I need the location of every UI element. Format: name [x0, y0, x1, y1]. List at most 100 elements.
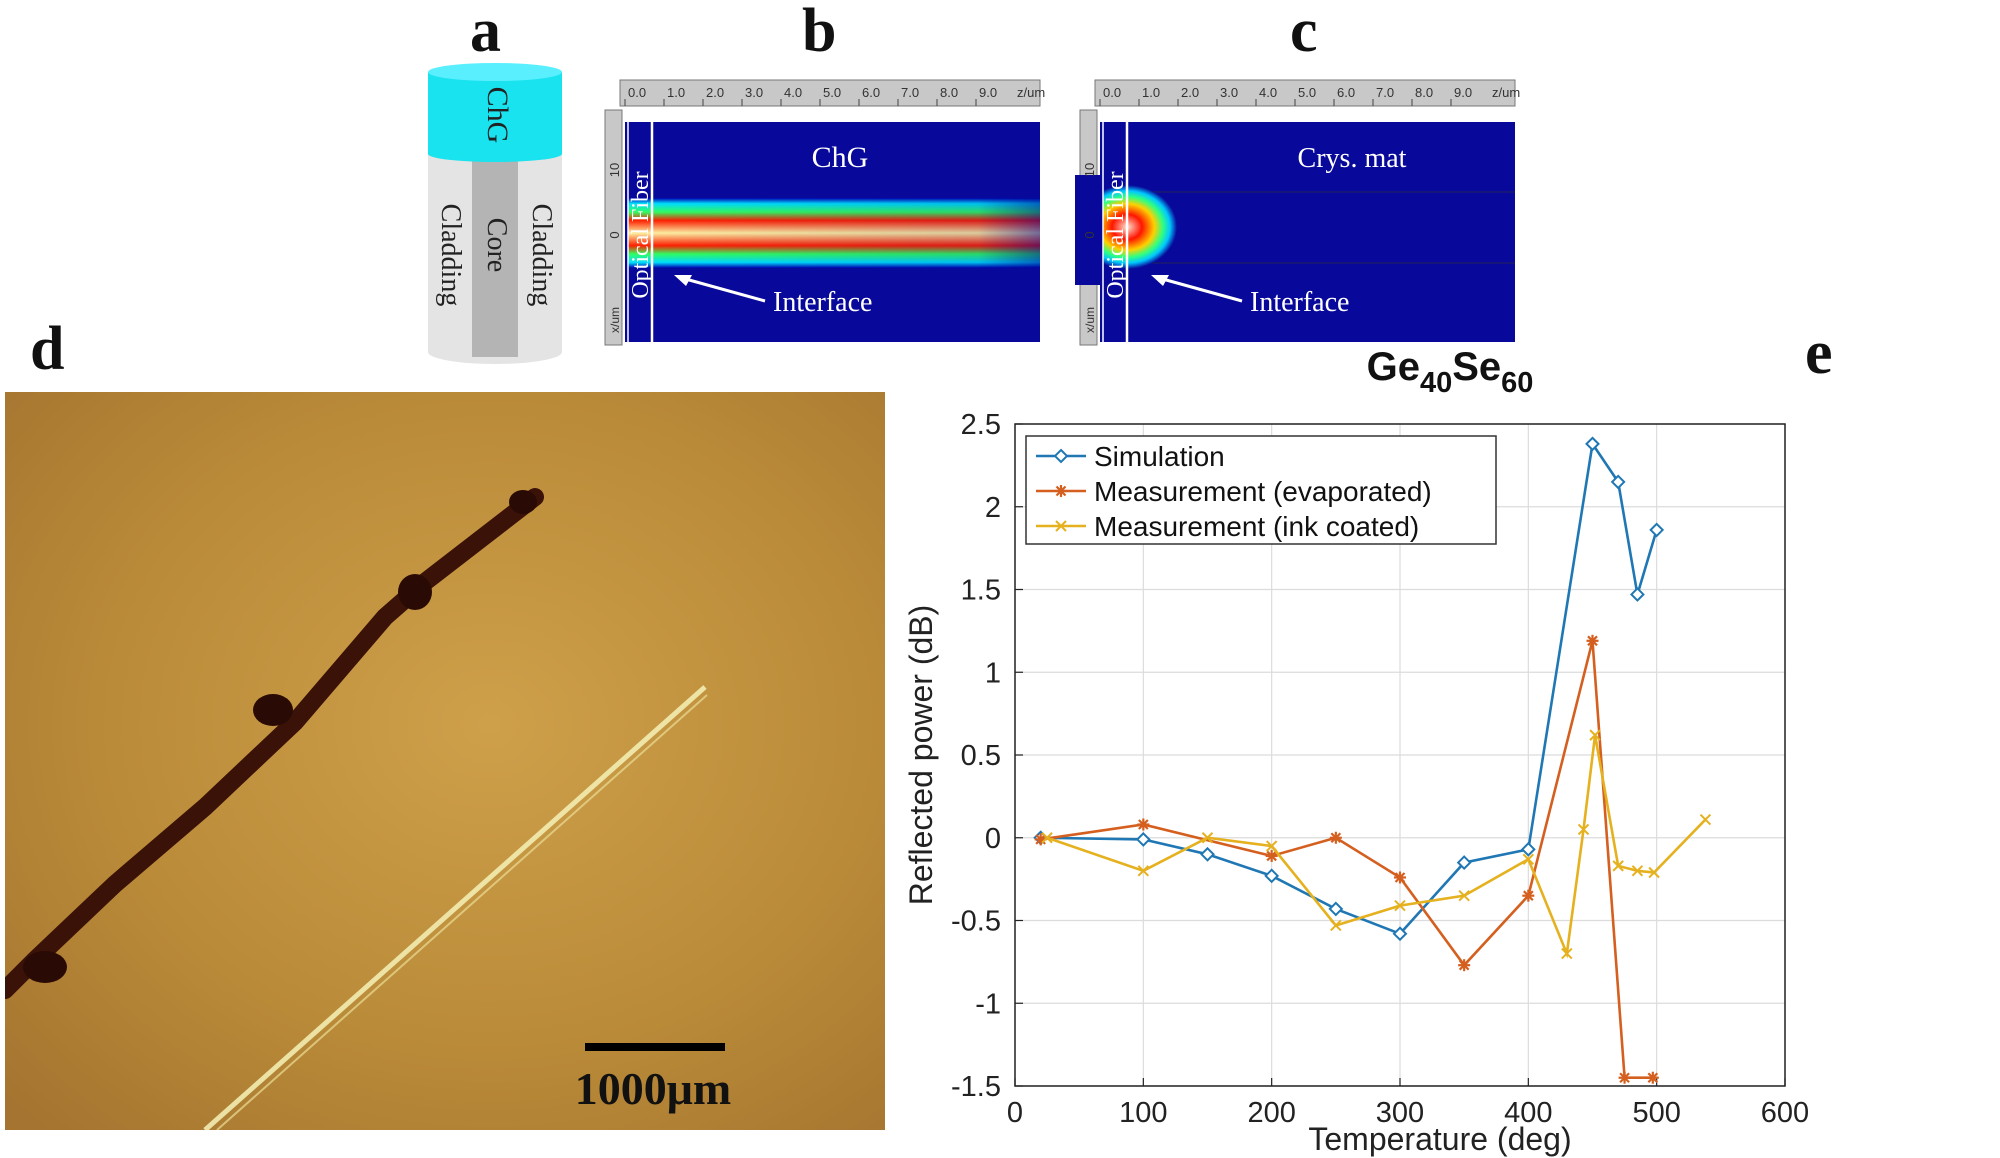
data-point	[1201, 832, 1214, 844]
data-point	[1394, 871, 1406, 884]
ink-blob	[509, 490, 537, 514]
data-point	[1649, 522, 1665, 538]
panel-label-c: c	[1290, 0, 1318, 65]
material-label: ChG	[812, 141, 869, 174]
data-point	[1520, 841, 1536, 857]
side-tick-0: 0	[607, 231, 622, 238]
data-point	[1522, 853, 1535, 865]
ruler-tick-label: 5.0	[1298, 85, 1316, 100]
x-tick-label: 400	[1504, 1097, 1552, 1129]
y-axis-label: Reflected power (dB)	[903, 605, 939, 906]
panel-label-a: a	[470, 0, 501, 65]
y-tick-label: -1	[975, 988, 1001, 1020]
beam-fade	[628, 198, 1040, 268]
optical-fiber-label: Optical Fiber	[1103, 171, 1129, 298]
side-tick-0: 0	[1082, 231, 1097, 238]
ruler-unit: z/um	[1492, 85, 1520, 100]
x-tick-label: 600	[1761, 1097, 1809, 1129]
ruler-unit: z/um	[1017, 85, 1045, 100]
chg-cap-top	[428, 63, 562, 81]
x-axis-label: Temperature (deg)	[1308, 1121, 1571, 1157]
legend-entry-2: Measurement (evaporated)	[1036, 476, 1432, 507]
data-point-stroke	[1458, 889, 1470, 902]
interface-label: Interface	[1250, 287, 1349, 318]
ruler-ticks: 0.0 1.0 2.0 3.0 4.0 5.0 6.0 7.0 8.0 9.0 z/um	[1099, 85, 1520, 106]
data-point-stroke	[1648, 866, 1660, 879]
ruler-tick-label: 6.0	[1337, 85, 1355, 100]
data-point-stroke	[1561, 947, 1573, 960]
chart-title: Ge40Se60	[1367, 345, 1534, 399]
series-2	[1034, 634, 1659, 1084]
data-point	[1329, 831, 1342, 844]
spot-mask	[1075, 175, 1103, 285]
ruler-tick-label: 9.0	[979, 85, 997, 100]
data-point	[1631, 865, 1644, 877]
data-point-stroke	[1647, 1072, 1659, 1084]
data-point	[1328, 901, 1344, 917]
ruler-tick-label: 4.0	[1259, 85, 1277, 100]
ruler-tick-label: 7.0	[1376, 85, 1394, 100]
panel-d-micrograph: 1000μm	[5, 392, 885, 1130]
data-point	[1646, 1071, 1659, 1084]
data-point-stroke	[1587, 635, 1598, 647]
y-tick-label: 0	[985, 823, 1001, 855]
y-tick-label: 2	[985, 492, 1001, 524]
ruler-tick-label: 6.0	[862, 85, 880, 100]
data-point	[1053, 448, 1069, 464]
data-point	[1135, 831, 1151, 847]
data-point-stroke	[1265, 840, 1278, 852]
data-point	[1577, 823, 1590, 836]
x-tick-label: 100	[1119, 1097, 1167, 1129]
panel-a-fiber-schematic: ChG Core Cladding Cladding	[428, 63, 562, 364]
ruler-tick-label: 7.0	[901, 85, 919, 100]
scale-bar-label: 1000μm	[575, 1063, 731, 1114]
y-tick-label: -1.5	[951, 1071, 1001, 1103]
material-label: Crys. mat	[1298, 143, 1407, 174]
data-point	[1330, 919, 1342, 932]
panel-e-chart: Ge40Se60 0 100 200 300 400 500 600-1.5-1-0.500…	[903, 345, 1809, 1157]
data-point-stroke	[1631, 865, 1644, 877]
data-point-stroke	[1266, 850, 1277, 862]
x-tick-label: 0	[1007, 1097, 1023, 1129]
axis-ticks: 0 100 200 300 400 500 600 -1.5 -1 -0.5 0 0.5 1 1.5 2 2.…	[951, 409, 1809, 1129]
data-point	[1610, 474, 1626, 490]
data-point-stroke	[1138, 819, 1149, 830]
bare-fiber	[203, 685, 707, 1130]
legend-entries: Simulation Measurement (evaporated) Measur…	[1036, 441, 1432, 542]
y-tick-label: 1.5	[961, 575, 1001, 607]
data-point	[1055, 485, 1067, 497]
data-point	[1589, 729, 1601, 741]
data-point-stroke	[1201, 832, 1214, 844]
legend: Simulation Measurement (evaporated) Measur…	[1025, 435, 1497, 545]
optical-fiber-label: Optical Fiber	[628, 171, 654, 298]
data-point	[1458, 889, 1470, 902]
ruler-tick-label: 3.0	[1220, 85, 1238, 100]
y-tick-label: 0.5	[961, 740, 1001, 772]
panel-c-simulation: 0.0 1.0 2.0 3.0 4.0 5.0 6.0 7.0 8.0 9.0 z/um Crys.…	[1075, 79, 1520, 346]
ruler-tick-label: 8.0	[1415, 85, 1433, 100]
data-point	[1041, 832, 1053, 844]
x-tick-label: 300	[1376, 1097, 1424, 1129]
title-subscript-2: 60	[1501, 367, 1533, 399]
chg-cap-bottom	[428, 146, 562, 162]
data-point-stroke	[1589, 729, 1601, 741]
series-3	[1041, 729, 1712, 960]
data-point	[1456, 855, 1472, 870]
cladding-right-label: Cladding	[526, 204, 557, 307]
interface-arrow	[681, 276, 766, 303]
interface-arrow	[1158, 276, 1243, 303]
ink-blob	[23, 951, 67, 983]
data-point-stroke	[1330, 832, 1342, 844]
data-point	[1630, 587, 1645, 602]
fiber-core	[472, 152, 518, 357]
data-point-stroke	[1577, 823, 1590, 836]
x-tick-label: 500	[1632, 1097, 1680, 1129]
data-point	[1618, 1071, 1631, 1084]
panel-label-e: e	[1805, 319, 1833, 387]
data-point	[1586, 634, 1599, 647]
title-subscript-1: 40	[1420, 367, 1452, 399]
ruler-tick-label: 5.0	[823, 85, 841, 100]
data-point-stroke	[1055, 485, 1067, 497]
legend-box	[1025, 435, 1497, 545]
data-point	[1561, 947, 1573, 960]
